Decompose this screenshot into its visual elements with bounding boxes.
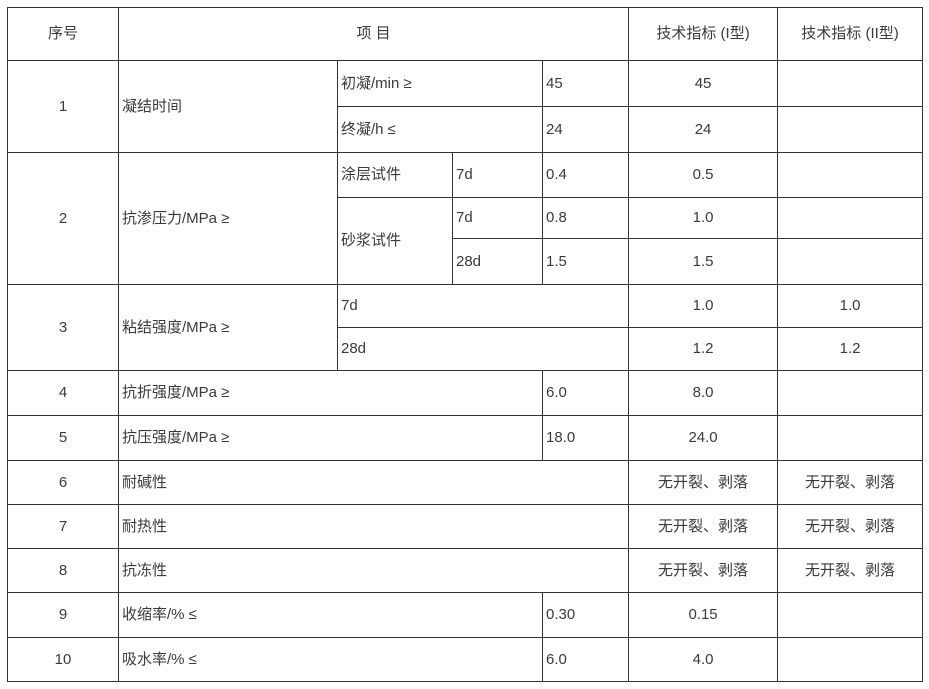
type2-value-cell: [777, 637, 924, 682]
item-cell: 粘结强度/MPa ≥: [118, 284, 338, 371]
table-row: 2 抗渗压力/MPa ≥ 涂层试件 7d 0.4 0.5: [7, 152, 924, 285]
type1-value-cell: 8.0: [628, 370, 779, 416]
requirement-cell: 0.30: [541, 592, 630, 638]
type1-value-cell: 24.0: [628, 415, 779, 461]
table-row: 6 耐碱性 无开裂、剥落 无开裂、剥落: [7, 460, 924, 505]
type1-value-cell: 0.15: [628, 592, 779, 638]
sub-item-cell: 终凝/h ≤: [337, 106, 543, 153]
header-seq: 序号: [7, 7, 119, 61]
seq-cell: 6: [7, 460, 119, 505]
type2-value-cell: [777, 592, 924, 638]
item-cell: 耐热性: [117, 504, 630, 549]
header-item: 项 目: [117, 7, 630, 61]
table-row: 28d 1.2 1.2: [8, 327, 924, 371]
item-cell: 抗冻性: [117, 548, 630, 593]
type1-value-cell: 1.0: [628, 284, 779, 328]
requirement-cell: 18.0: [541, 415, 630, 461]
type2-value-cell: [777, 106, 924, 153]
type1-value-cell: 无开裂、剥落: [628, 504, 779, 549]
table-row: 28d 1.5 1.5: [8, 238, 924, 285]
type2-value-cell: 无开裂、剥落: [777, 548, 924, 593]
item-cell: 凝结时间: [118, 60, 338, 153]
table-row: 3 粘结强度/MPa ≥ 7d 1.0 1.0: [7, 284, 924, 371]
seq-cell: 8: [7, 548, 119, 593]
type2-value-cell: [777, 415, 924, 461]
type2-value-cell: [777, 60, 924, 107]
requirement-cell: 6.0: [541, 370, 630, 416]
type2-value-cell: 1.0: [777, 284, 924, 328]
type1-value-cell: 1.2: [628, 327, 779, 371]
item-cell: 抗压强度/MPa ≥: [118, 415, 543, 461]
item-cell: 耐碱性: [117, 460, 630, 505]
age-cell: 28d: [336, 327, 630, 371]
type2-value-cell: 1.2: [777, 327, 924, 371]
type2-value-cell: [777, 152, 924, 198]
type1-value-cell: 无开裂、剥落: [628, 548, 779, 593]
age-cell: 7d: [452, 152, 543, 198]
type1-value-cell: 4.0: [628, 637, 779, 682]
table-row: 4 抗折强度/MPa ≥ 6.0 8.0: [7, 370, 924, 416]
sub-item-cell: 初凝/min ≥: [337, 60, 543, 107]
table-row: 终凝/h ≤ 24 24: [8, 106, 924, 153]
item-cell: 收缩率/% ≤: [118, 592, 543, 638]
seq-cell: 4: [7, 370, 119, 416]
type1-value-cell: 24: [628, 106, 779, 153]
type2-value-cell: 无开裂、剥落: [777, 504, 924, 549]
seq-cell: 1: [7, 60, 119, 153]
age-cell: 7d: [452, 197, 543, 239]
requirement-cell: 0.8: [541, 197, 630, 239]
item-cell: 抗渗压力/MPa ≥: [118, 152, 338, 285]
seq-cell: 10: [7, 637, 119, 682]
type2-value-cell: [777, 370, 924, 416]
specimen-cell: 涂层试件: [337, 152, 453, 198]
header-row: 序号 项 目 技术指标 (I型) 技术指标 (II型): [7, 7, 924, 61]
age-cell: 7d: [336, 284, 630, 328]
header-spec-type2: 技术指标 (II型): [777, 7, 924, 61]
table-row: 7 耐热性 无开裂、剥落 无开裂、剥落: [7, 504, 924, 549]
seq-cell: 2: [7, 152, 119, 285]
table-row: 5 抗压强度/MPa ≥ 18.0 24.0: [7, 415, 924, 461]
table-row: 9 收缩率/% ≤ 0.30 0.15: [7, 592, 924, 638]
table-row: 1 凝结时间 初凝/min ≥ 45 45: [7, 60, 924, 153]
requirement-cell: 24: [541, 106, 630, 153]
seq-cell: 5: [7, 415, 119, 461]
type1-value-cell: 45: [628, 60, 779, 107]
seq-cell: 7: [7, 504, 119, 549]
type2-value-cell: [777, 197, 924, 239]
seq-cell: 3: [7, 284, 119, 371]
requirement-cell: 0.4: [541, 152, 630, 198]
specimen-cell: 砂浆试件: [337, 197, 453, 285]
type1-value-cell: 无开裂、剥落: [628, 460, 779, 505]
age-cell: 28d: [452, 238, 543, 285]
type2-value-cell: [777, 238, 924, 285]
type2-value-cell: 无开裂、剥落: [777, 460, 924, 505]
type1-value-cell: 0.5: [628, 152, 779, 198]
table-row: 10 吸水率/% ≤ 6.0 4.0: [7, 637, 924, 682]
table-row: 8 抗冻性 无开裂、剥落 无开裂、剥落: [7, 548, 924, 593]
technical-spec-table: 序号 项 目 技术指标 (I型) 技术指标 (II型) 1 凝结时间 初凝/mi…: [7, 7, 924, 682]
requirement-cell: 6.0: [541, 637, 630, 682]
item-cell: 吸水率/% ≤: [118, 637, 543, 682]
item-cell: 抗折强度/MPa ≥: [118, 370, 543, 416]
seq-cell: 9: [7, 592, 119, 638]
type1-value-cell: 1.5: [628, 238, 779, 285]
requirement-cell: 45: [541, 60, 630, 107]
type1-value-cell: 1.0: [628, 197, 779, 239]
header-spec-type1: 技术指标 (I型): [628, 7, 779, 61]
requirement-cell: 1.5: [541, 238, 630, 285]
